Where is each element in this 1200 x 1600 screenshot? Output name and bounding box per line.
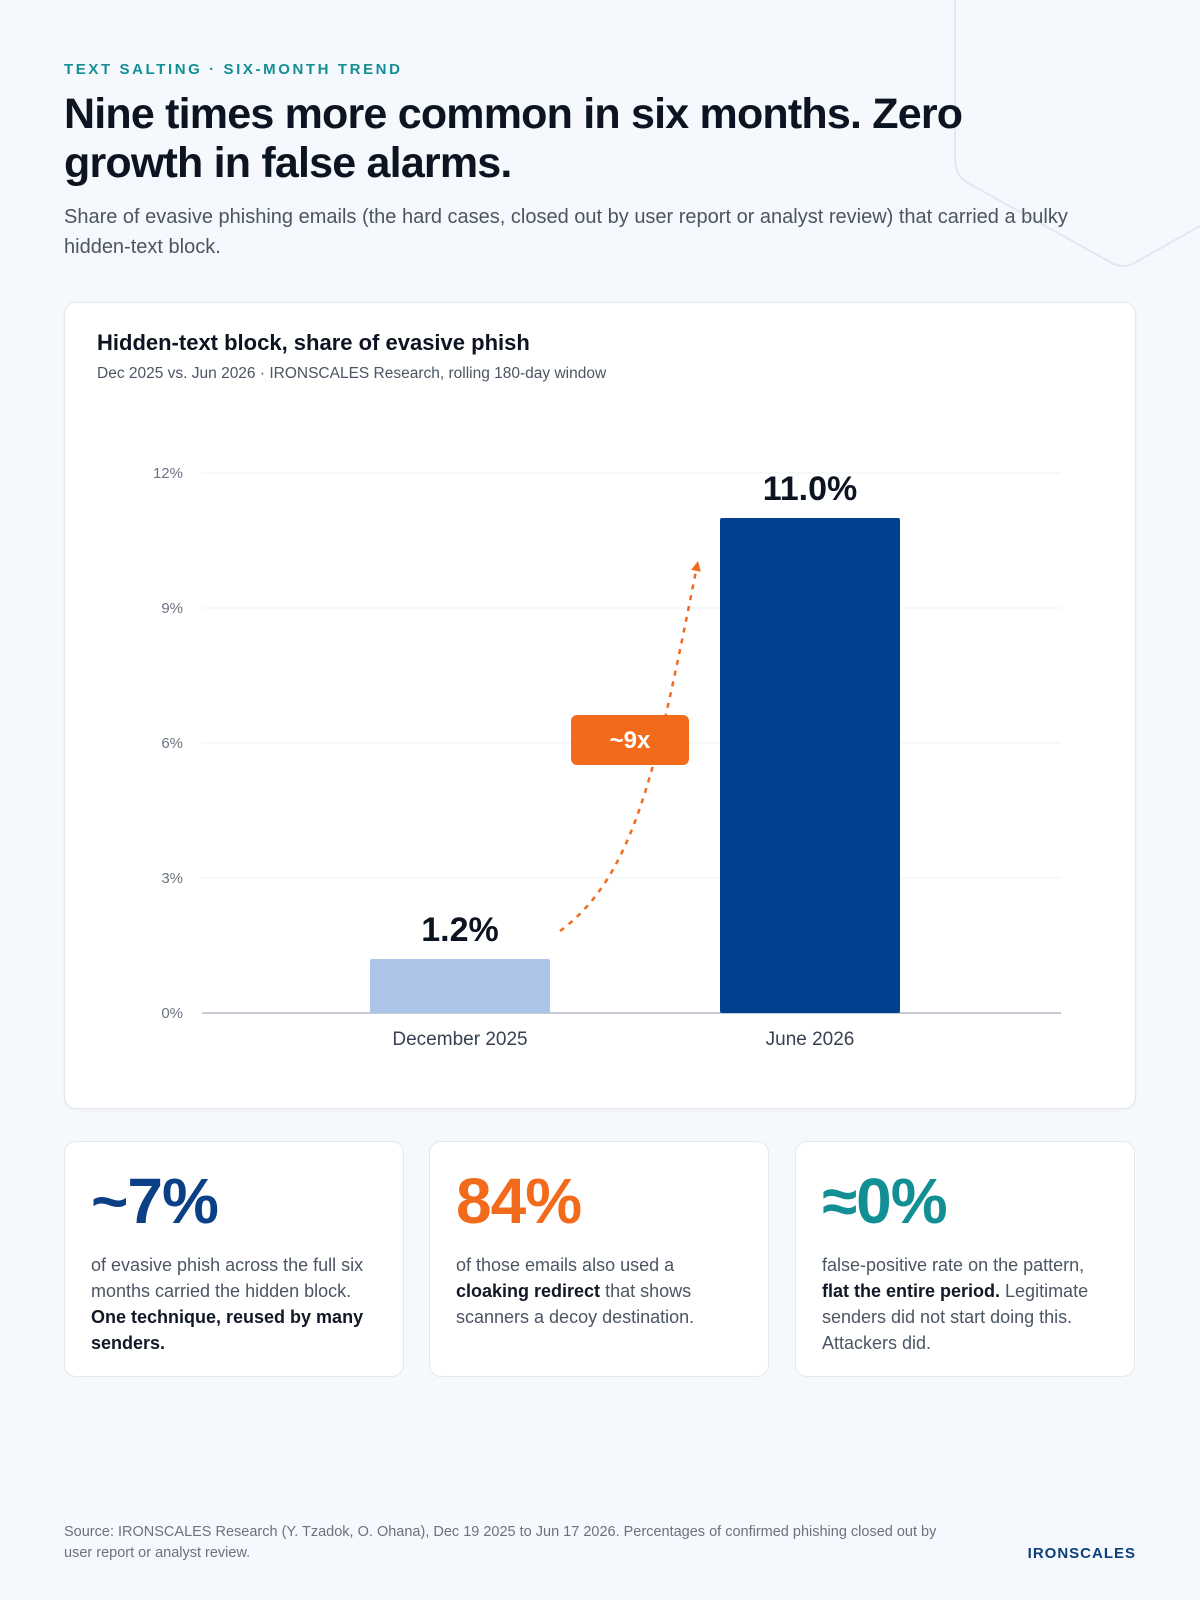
y-tick-label: 9% — [161, 600, 183, 617]
x-tick-label: June 2026 — [766, 1029, 855, 1050]
y-tick-label: 6% — [161, 735, 183, 752]
stat-emphasis: One technique, reused by many senders. — [91, 1307, 364, 1353]
eyebrow-label: TEXT SALTING · SIX-MONTH TREND — [64, 61, 403, 78]
page-headline: Nine times more common in six months. Ze… — [64, 90, 963, 187]
chart-subtitle: Dec 2025 vs. Jun 2026 · IRONSCALES Resea… — [97, 365, 607, 382]
source-note: Source: IRONSCALES Research (Y. Tzadok, … — [64, 1524, 937, 1561]
page-subhead: Share of evasive phishing emails (the ha… — [64, 206, 1068, 258]
brand-logo-text: IRONSCALES — [1027, 1545, 1136, 1562]
bar-value-label: 1.2% — [421, 911, 499, 949]
bar — [720, 518, 900, 1013]
growth-badge — [571, 715, 689, 765]
stat-card: 84% of those emails also used a cloaking … — [429, 1141, 769, 1377]
x-tick-label: December 2025 — [392, 1029, 527, 1050]
chart-card: Hidden-text block, share of evasive phis… — [64, 302, 1136, 1109]
background-hexagon-decoration — [954, 0, 1200, 267]
stat-value: ≈0% — [822, 1165, 948, 1237]
stat-description: of evasive phish across the full six mon… — [91, 1255, 364, 1353]
bar-value-label: 11.0% — [763, 470, 858, 508]
y-tick-label: 12% — [153, 465, 183, 482]
stat-value: 84% — [456, 1165, 582, 1237]
stat-description: false-positive rate on the pattern, flat… — [822, 1255, 1089, 1353]
stat-value: ~7% — [91, 1165, 219, 1237]
y-tick-label: 0% — [161, 1005, 183, 1022]
stat-description: of those emails also used a cloaking red… — [456, 1255, 695, 1327]
y-tick-label: 3% — [161, 870, 183, 887]
stat-emphasis: flat the entire period. — [822, 1281, 1001, 1301]
growth-badge-label: ~9x — [610, 727, 651, 754]
stat-card: ~7% of evasive phish across the full six … — [64, 1141, 404, 1377]
stat-card: ≈0% false-positive rate on the pattern, f… — [795, 1141, 1135, 1377]
stat-emphasis: cloaking redirect — [456, 1281, 601, 1301]
growth-arrow — [559, 561, 701, 933]
bar-chart: 0% 3% 6% 9% 12% 1.2% December 2025 11.0% June 20… — [153, 465, 1061, 1050]
chart-title: Hidden-text block, share of evasive phis… — [97, 330, 530, 355]
bar — [370, 959, 550, 1013]
